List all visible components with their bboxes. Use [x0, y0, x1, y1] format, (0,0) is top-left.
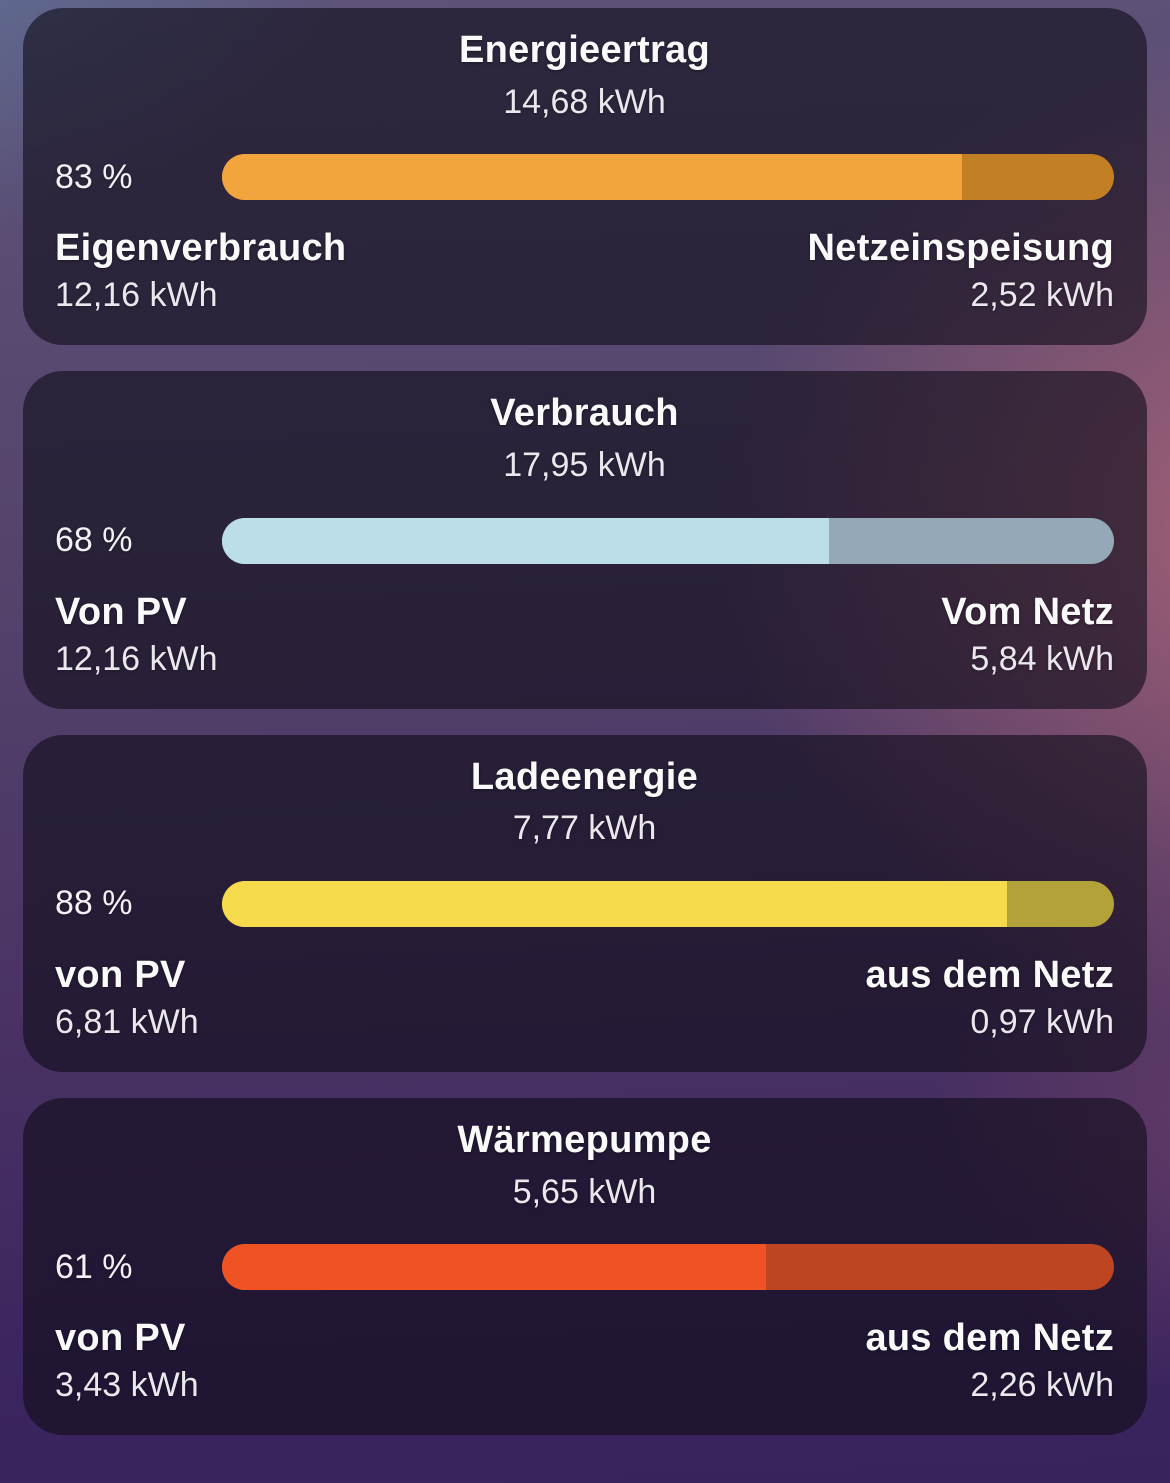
right-label: Netzeinspeisung: [807, 227, 1114, 270]
card-ladeenergie[interactable]: Ladeenergie 7,77 kWh 88 % von PV aus dem…: [23, 734, 1147, 1072]
card-title: Ladeenergie: [470, 755, 699, 798]
card-title: Verbrauch: [490, 392, 679, 435]
left-value: 12,16 kWh: [55, 639, 218, 678]
progress-bar: [222, 154, 1114, 201]
split-labels: Von PV Vom Netz: [55, 591, 1114, 634]
right-value: 5,84 kWh: [970, 639, 1114, 678]
progress-bar: [222, 1244, 1114, 1291]
left-value: 3,43 kWh: [55, 1366, 199, 1405]
bar-row: 83 %: [55, 154, 1114, 201]
split-values: 12,16 kWh 5,84 kWh: [55, 640, 1114, 679]
split-values: 6,81 kWh 0,97 kWh: [55, 1003, 1114, 1042]
right-label: aus dem Netz: [865, 953, 1114, 996]
card-total-value: 14,68 kWh: [503, 82, 666, 121]
card-waermepumpe[interactable]: Wärmepumpe 5,65 kWh 61 % von PV aus dem …: [23, 1097, 1147, 1436]
card-total-value: 5,65 kWh: [512, 1172, 657, 1211]
left-value: 12,16 kWh: [55, 276, 218, 315]
split-values: 3,43 kWh 2,26 kWh: [55, 1366, 1114, 1405]
percent-label: 83 %: [55, 157, 133, 196]
card-title: Energieertrag: [459, 29, 710, 71]
bar-row: 88 %: [55, 880, 1114, 927]
progress-bar: [222, 880, 1114, 927]
left-label: Eigenverbrauch: [55, 227, 347, 270]
percent-label: 68 %: [55, 521, 133, 560]
split-labels: Eigenverbrauch Netzeinspeisung: [55, 227, 1114, 270]
right-value: 0,97 kWh: [970, 1002, 1114, 1041]
progress-bar-fill: [222, 517, 829, 564]
card-energieertrag[interactable]: Energieertrag 14,68 kWh 83 % Eigenverbra…: [23, 8, 1147, 346]
split-labels: von PV aus dem Netz: [55, 954, 1114, 997]
progress-bar-fill: [222, 880, 1007, 927]
percent-label: 61 %: [55, 1247, 133, 1286]
card-title: Wärmepumpe: [457, 1118, 712, 1161]
right-value: 2,26 kWh: [970, 1366, 1114, 1405]
left-label: von PV: [55, 953, 186, 996]
split-labels: von PV aus dem Netz: [55, 1317, 1114, 1360]
progress-bar-fill: [222, 154, 963, 201]
bar-row: 61 %: [55, 1244, 1114, 1291]
progress-bar: [222, 517, 1114, 564]
card-total-value: 7,77 kWh: [512, 809, 657, 848]
right-label: aus dem Netz: [865, 1317, 1114, 1360]
card-stack: Energieertrag 14,68 kWh 83 % Eigenverbra…: [23, 8, 1147, 1436]
left-value: 6,81 kWh: [55, 1002, 199, 1041]
progress-bar-fill: [222, 1244, 767, 1291]
card-total-value: 17,95 kWh: [503, 446, 666, 485]
split-values: 12,16 kWh 2,52 kWh: [55, 276, 1114, 315]
right-label: Vom Netz: [941, 590, 1114, 633]
card-verbrauch[interactable]: Verbrauch 17,95 kWh 68 % Von PV Vom Netz…: [23, 371, 1147, 709]
percent-label: 88 %: [55, 884, 133, 923]
bar-row: 68 %: [55, 517, 1114, 564]
left-label: Von PV: [55, 590, 187, 633]
right-value: 2,52 kWh: [970, 276, 1114, 315]
left-label: von PV: [55, 1317, 186, 1360]
